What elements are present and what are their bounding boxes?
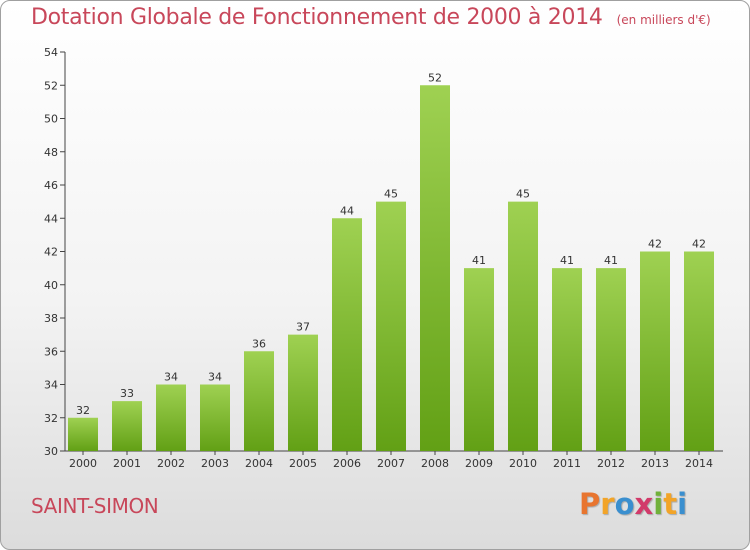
bars xyxy=(68,85,714,451)
bar-2014 xyxy=(684,251,714,451)
bar-2007 xyxy=(376,201,406,451)
x-tick-label: 2006 xyxy=(333,457,361,470)
chart-title-text: Dotation Globale de Fonctionnement de 20… xyxy=(31,5,603,30)
commune-name: SAINT-SIMON xyxy=(31,494,159,518)
x-tick-label: 2013 xyxy=(641,457,669,470)
proxiti-logo: Proxiti xyxy=(579,487,687,521)
y-tick-label: 32 xyxy=(44,412,58,425)
x-tick-label: 2008 xyxy=(421,457,449,470)
y-tick-label: 36 xyxy=(44,345,58,358)
bar-value-label: 41 xyxy=(472,254,486,267)
bar-value-label: 34 xyxy=(164,371,178,384)
bar-value-label: 37 xyxy=(296,321,310,334)
bar-value-label: 44 xyxy=(340,204,354,217)
bar-2006 xyxy=(332,218,362,451)
y-tick-label: 48 xyxy=(44,146,58,159)
unit-label: (en milliers d'€) xyxy=(616,13,711,27)
logo-letter: t xyxy=(663,487,678,521)
x-tick-label: 2010 xyxy=(509,457,537,470)
bar-labels: 32 33 34 34 36 37 44 45 52 41 45 41 41 42 42 xyxy=(76,71,706,417)
y-tick-label: 40 xyxy=(44,279,58,292)
bar-value-label: 42 xyxy=(692,238,706,251)
bar-2010 xyxy=(508,201,538,451)
bar-2012 xyxy=(596,268,626,451)
logo-letter: i xyxy=(677,487,688,521)
bar-value-label: 45 xyxy=(516,188,530,201)
x-tick-label: 2009 xyxy=(465,457,493,470)
bar-2008 xyxy=(420,85,450,451)
x-tick-label: 2004 xyxy=(245,457,273,470)
logo-letter: r xyxy=(600,487,615,521)
bar-2000 xyxy=(68,417,98,451)
logo-letter: x xyxy=(634,487,654,521)
bar-value-label: 41 xyxy=(560,254,574,267)
y-tick-label: 30 xyxy=(44,445,58,458)
x-tick-label: 2003 xyxy=(201,457,229,470)
bar-value-label: 52 xyxy=(428,71,442,84)
y-tick-label: 42 xyxy=(44,246,58,259)
y-tick-label: 50 xyxy=(44,113,58,126)
x-tick-label: 2001 xyxy=(113,457,141,470)
y-tick-label: 52 xyxy=(44,79,58,92)
bar-value-label: 36 xyxy=(252,337,266,350)
bar-2009 xyxy=(464,268,494,451)
logo-letter: i xyxy=(653,487,664,521)
bar-2004 xyxy=(244,351,274,451)
bar-value-label: 41 xyxy=(604,254,618,267)
chart-title: Dotation Globale de Fonctionnement de 20… xyxy=(31,5,711,30)
x-axis: 2000 2001 2002 2003 2004 2005 2006 2007 2008 2009… xyxy=(65,450,723,470)
x-tick-label: 2002 xyxy=(157,457,185,470)
bar-2005 xyxy=(288,334,318,451)
bar-2002 xyxy=(156,384,186,451)
x-tick-label: 2005 xyxy=(289,457,317,470)
x-tick-label: 2012 xyxy=(597,457,625,470)
bar-value-label: 42 xyxy=(648,238,662,251)
bar-2003 xyxy=(200,384,230,451)
bar-value-label: 45 xyxy=(384,188,398,201)
logo-letter: P xyxy=(579,487,601,521)
bar-value-label: 33 xyxy=(120,387,134,400)
logo-letter: o xyxy=(614,487,635,521)
y-tick-label: 54 xyxy=(44,46,58,59)
y-tick-label: 46 xyxy=(44,179,58,192)
y-tick-label: 44 xyxy=(44,212,58,225)
bar-2001 xyxy=(112,401,142,451)
x-tick-label: 2007 xyxy=(377,457,405,470)
bar-2013 xyxy=(640,251,670,451)
x-tick-label: 2014 xyxy=(685,457,713,470)
bar-value-label: 32 xyxy=(76,404,90,417)
y-tick-label: 38 xyxy=(44,312,58,325)
y-axis: 30 32 34 36 38 40 42 44 46 48 50 52 54 xyxy=(44,46,66,458)
bar-2011 xyxy=(552,268,582,451)
x-tick-label: 2000 xyxy=(69,457,97,470)
bar-value-label: 34 xyxy=(208,371,222,384)
y-tick-label: 34 xyxy=(44,379,58,392)
x-tick-label: 2011 xyxy=(553,457,581,470)
